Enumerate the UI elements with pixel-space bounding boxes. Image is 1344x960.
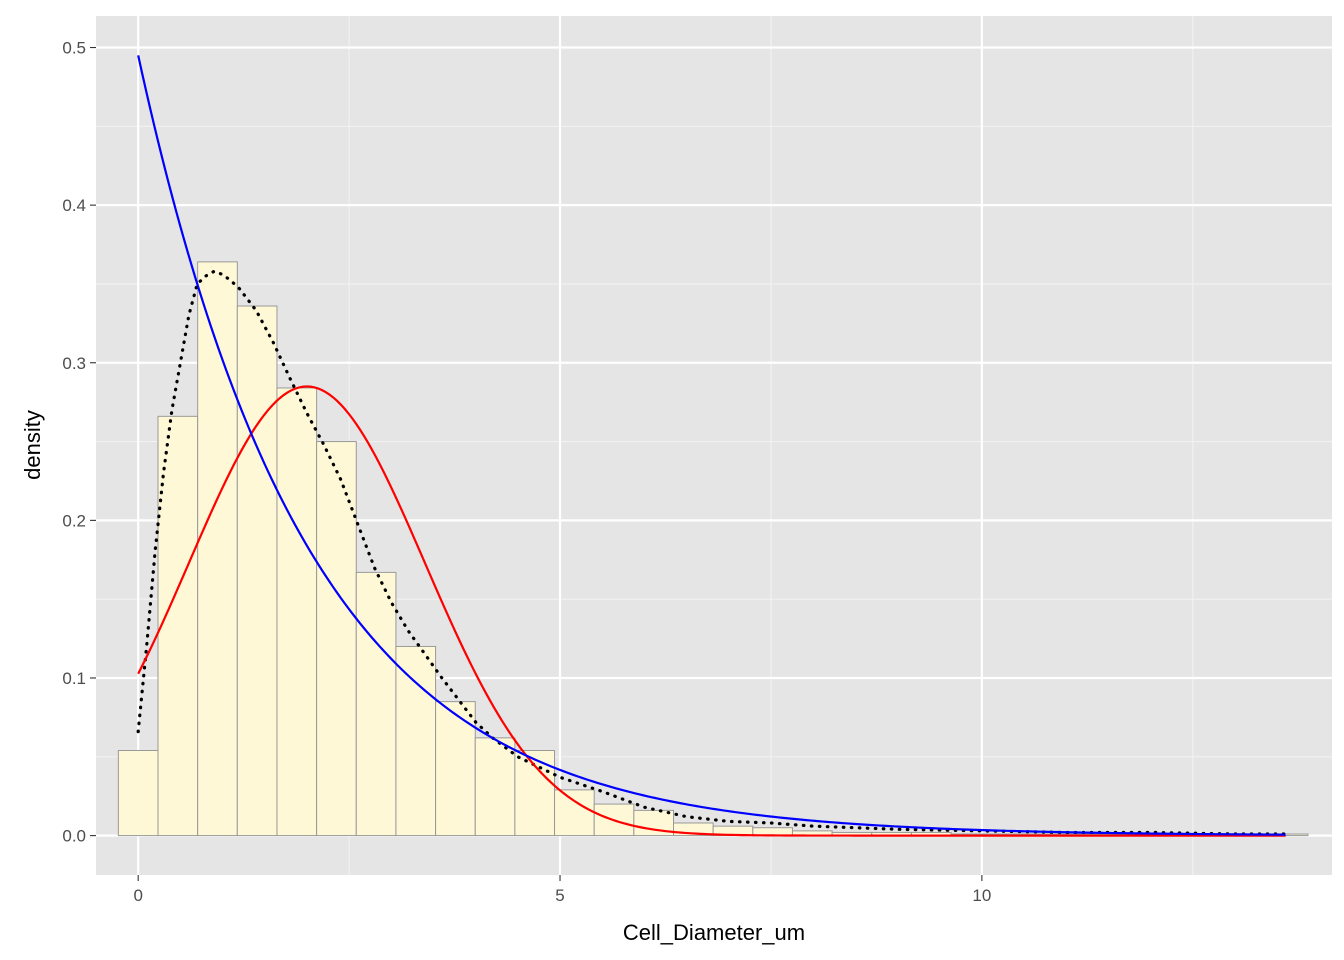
- exponential-fit-curve: [137, 55, 1286, 836]
- histogram-bar: [276, 387, 318, 837]
- y-tick-label: 0.1: [62, 669, 86, 688]
- histogram-bars: [117, 261, 1309, 837]
- x-tick-label: 0: [133, 886, 142, 905]
- histogram-bar: [355, 571, 397, 837]
- histogram-bar: [157, 415, 199, 837]
- y-tick-label: 0.0: [62, 827, 86, 846]
- density-curves: [136, 55, 1288, 837]
- normal-fit-curve: [137, 385, 1286, 837]
- histogram-bar: [554, 789, 595, 837]
- y-tick-label: 0.2: [62, 511, 86, 530]
- x-axis-title: Cell_Diameter_um: [623, 920, 805, 945]
- histogram-bar: [316, 441, 357, 837]
- x-axis-ticks: 0 5 10: [133, 875, 991, 905]
- histogram-bar: [197, 261, 238, 837]
- histogram-bar: [395, 645, 437, 837]
- histogram-bar: [236, 305, 278, 837]
- histogram-bar: [514, 749, 556, 837]
- y-tick-label: 0.4: [62, 196, 86, 215]
- y-tick-label: 0.3: [62, 354, 86, 373]
- y-axis-title: density: [20, 410, 45, 480]
- y-tick-label: 0.5: [62, 39, 86, 58]
- x-tick-label: 5: [555, 886, 564, 905]
- histogram-bar: [474, 737, 516, 837]
- histogram-bar: [117, 749, 159, 837]
- y-axis-ticks: 0.0 0.1 0.2 0.3 0.4 0.5: [62, 39, 96, 846]
- histogram-bar: [435, 701, 476, 837]
- x-tick-label: 10: [972, 886, 991, 905]
- kernel-density-curve: [136, 269, 1288, 836]
